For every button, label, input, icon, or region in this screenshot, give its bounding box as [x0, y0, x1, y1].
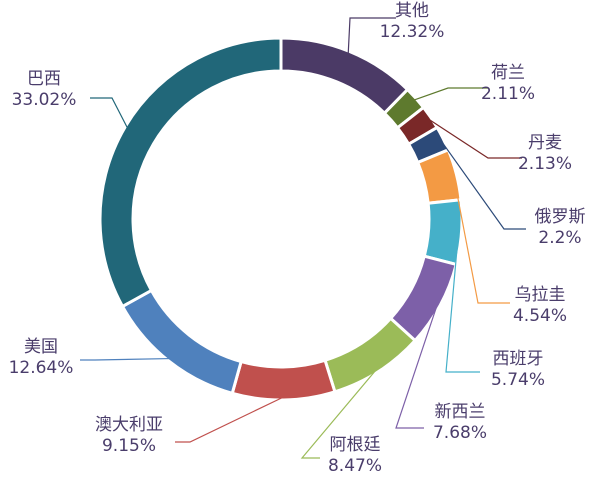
slice-value-label: 12.64% [9, 358, 74, 378]
slice-value-label: 4.54% [513, 306, 567, 326]
slice-9 [120, 288, 243, 396]
leader-lines [80, 17, 526, 459]
slice-name-label: 乌拉圭 [515, 285, 566, 305]
slice-value-label: 33.02% [12, 90, 77, 110]
slice-value-label: 2.13% [518, 154, 572, 174]
slice-7 [323, 316, 418, 394]
slice-value-label: 12.32% [380, 22, 445, 42]
leader-line-6 [395, 303, 439, 429]
slice-name-label: 巴西 [27, 69, 61, 89]
leader-line-1 [413, 87, 488, 101]
slice-value-label: 8.47% [328, 456, 382, 476]
slice-name-label: 澳大利亚 [95, 415, 163, 435]
slice-0 [279, 36, 410, 116]
slice-value-label: 7.68% [433, 423, 487, 443]
leader-line-0 [347, 17, 396, 55]
slice-name-label: 新西兰 [435, 402, 486, 422]
leader-line-3 [439, 139, 526, 230]
leader-line-5 [445, 232, 480, 373]
slice-10 [98, 36, 283, 309]
leader-line-9 [80, 357, 171, 361]
slice-name-label: 荷兰 [491, 63, 525, 83]
slice-value-label: 9.15% [102, 436, 156, 456]
leader-line-10 [90, 97, 129, 129]
slice-name-label: 丹麦 [528, 133, 562, 153]
slice-name-label: 西班牙 [493, 349, 544, 369]
leader-line-2 [427, 118, 522, 159]
leader-line-8 [175, 396, 284, 443]
slice-name-label: 阿根廷 [330, 435, 381, 455]
slice-value-label: 2.2% [538, 228, 581, 248]
slice-name-label: 其他 [395, 1, 429, 21]
slice-value-label: 2.11% [481, 84, 535, 104]
slice-value-label: 5.74% [491, 370, 545, 390]
slice-name-label: 俄罗斯 [535, 207, 586, 227]
leader-line-4 [452, 174, 510, 304]
donut-slices [98, 36, 464, 402]
slice-name-label: 美国 [24, 337, 58, 357]
slice-8 [230, 358, 337, 402]
leader-line-7 [300, 368, 378, 459]
